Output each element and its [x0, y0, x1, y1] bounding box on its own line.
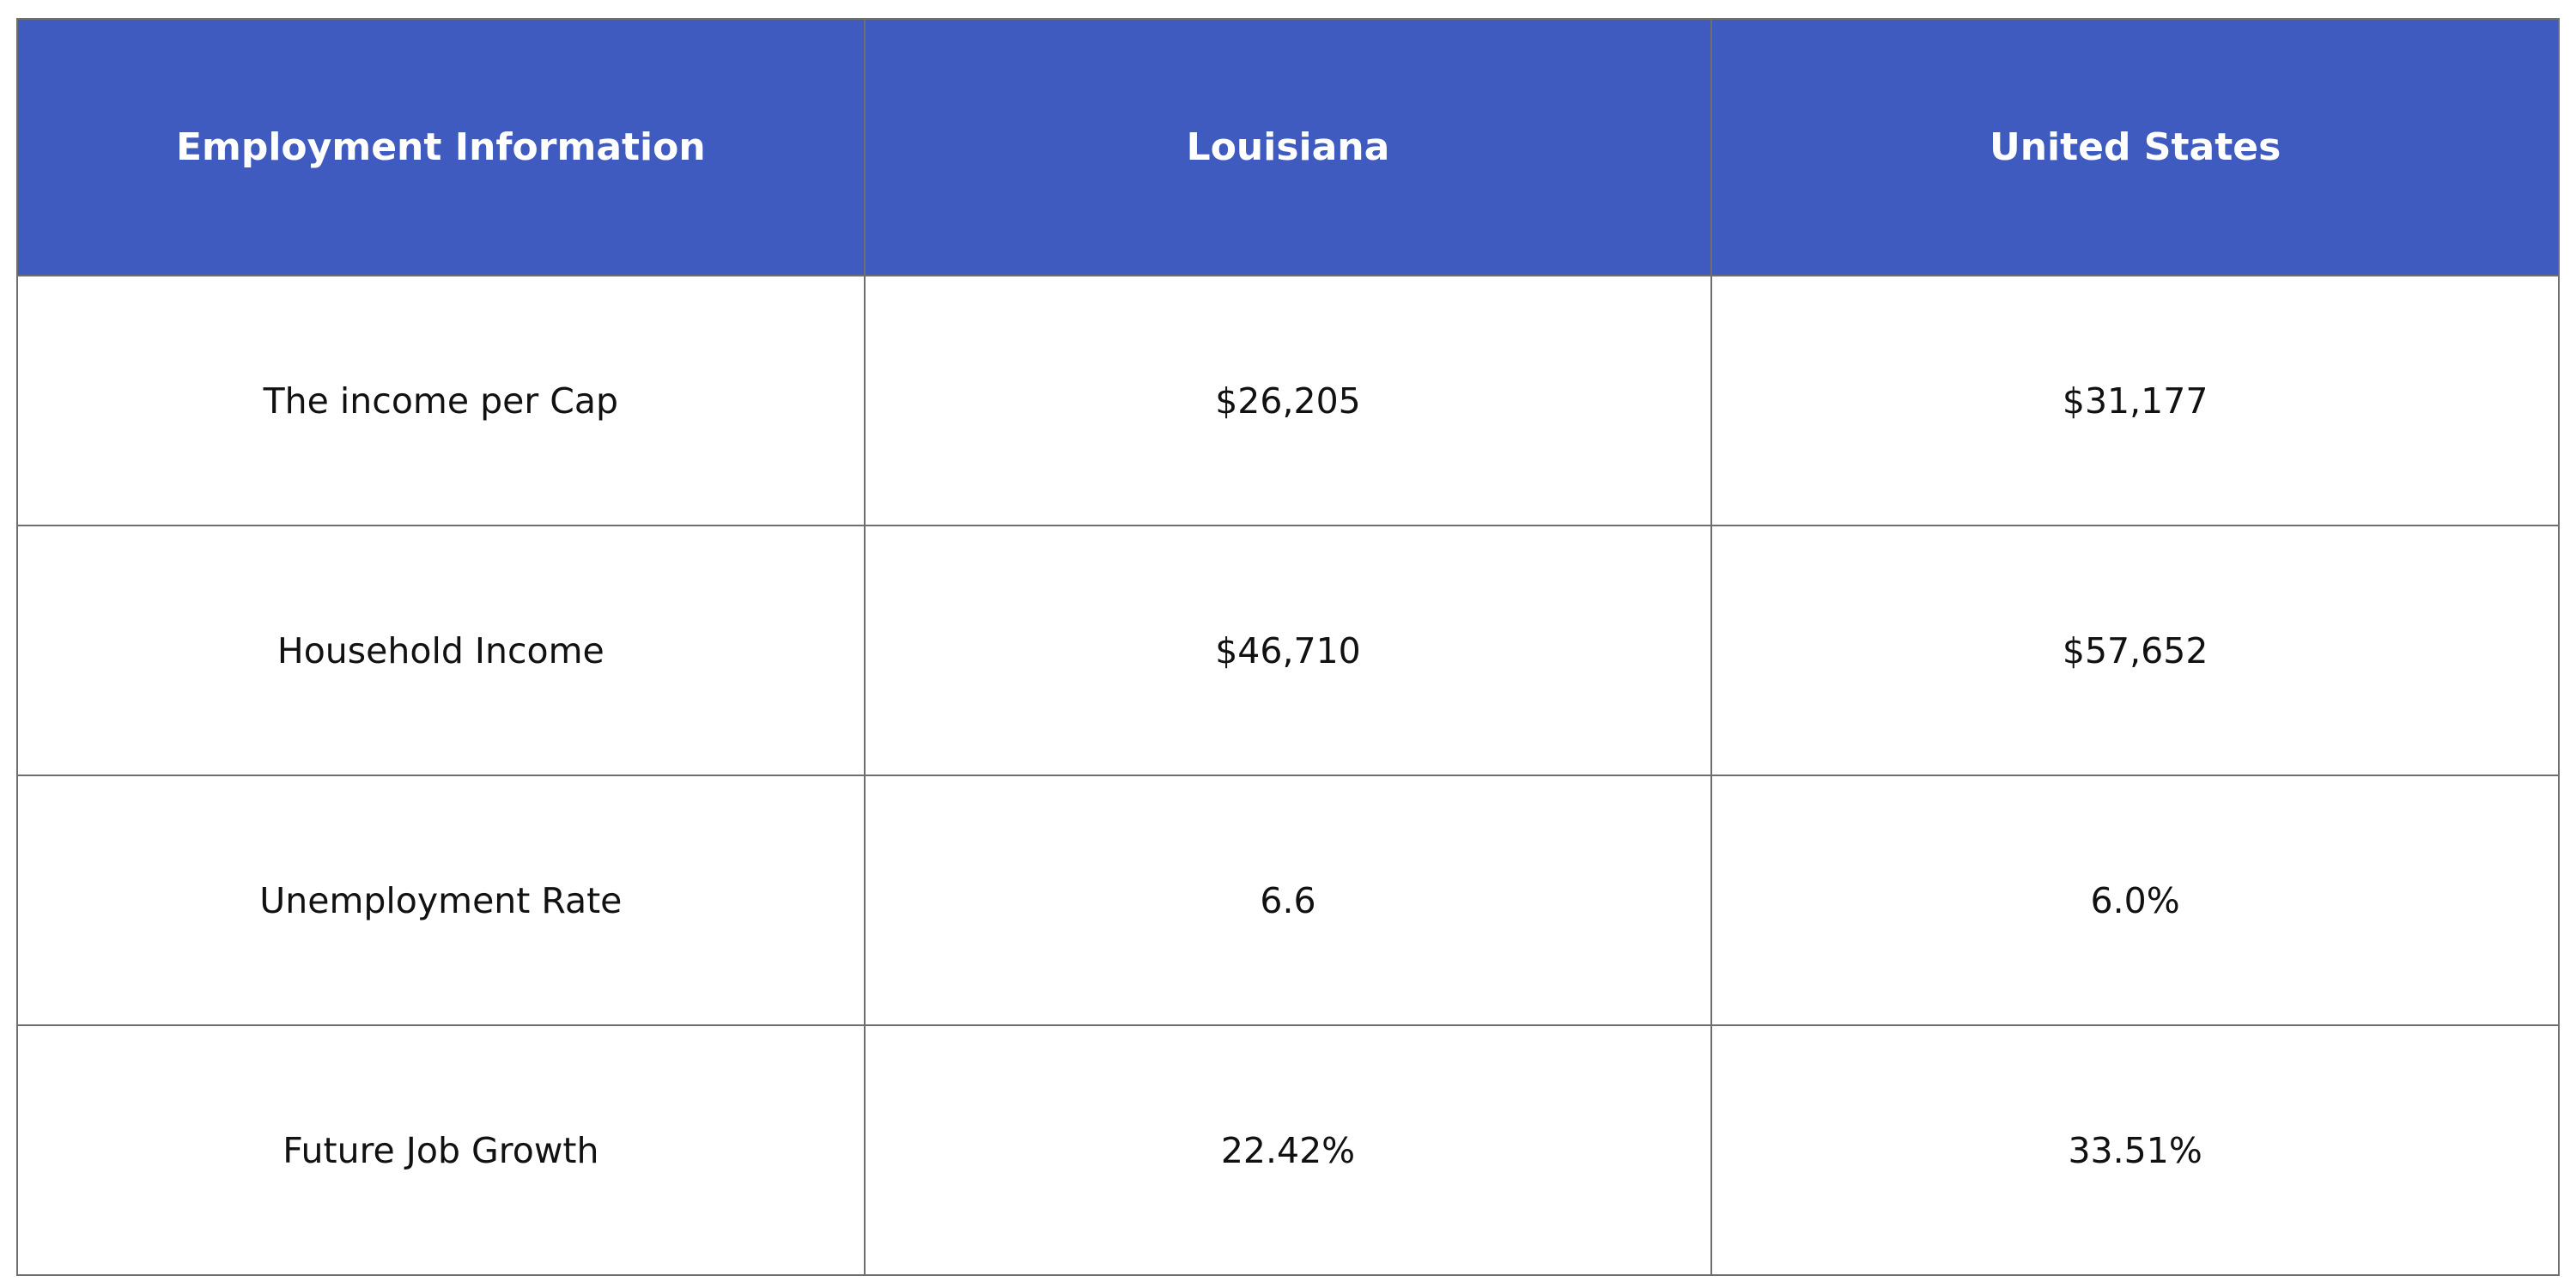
table-cell: 22.42%	[863, 1024, 1713, 1276]
header-cell: Employment Information	[16, 18, 866, 276]
table-row: The income per Cap $26,205 $31,177	[16, 275, 2560, 526]
row-label: The income per Cap	[16, 275, 866, 526]
table-row: Household Income $46,710 $57,652	[16, 525, 2560, 776]
table-cell: 33.51%	[1710, 1024, 2560, 1276]
employment-table: Employment Information Louisiana United St…	[16, 18, 2560, 1276]
table-cell: $46,710	[863, 525, 1713, 776]
table-row: Unemployment Rate 6.6 6.0%	[16, 775, 2560, 1026]
table-row: Future Job Growth 22.42% 33.51%	[16, 1024, 2560, 1276]
header-row: Employment Information Louisiana United St…	[16, 18, 2560, 276]
table-cell: $57,652	[1710, 525, 2560, 776]
row-label: Unemployment Rate	[16, 775, 866, 1026]
table-body: The income per Cap $26,205 $31,177 Househol…	[16, 275, 2560, 1276]
header-cell: Louisiana	[863, 18, 1713, 276]
table-container: Employment Information Louisiana United St…	[16, 18, 2560, 1276]
header-cell: United States	[1710, 18, 2560, 276]
table-cell: 6.0%	[1710, 775, 2560, 1026]
row-label: Future Job Growth	[16, 1024, 866, 1276]
table-cell: $31,177	[1710, 275, 2560, 526]
table-cell: 6.6	[863, 775, 1713, 1026]
table-cell: $26,205	[863, 275, 1713, 526]
row-label: Household Income	[16, 525, 866, 776]
